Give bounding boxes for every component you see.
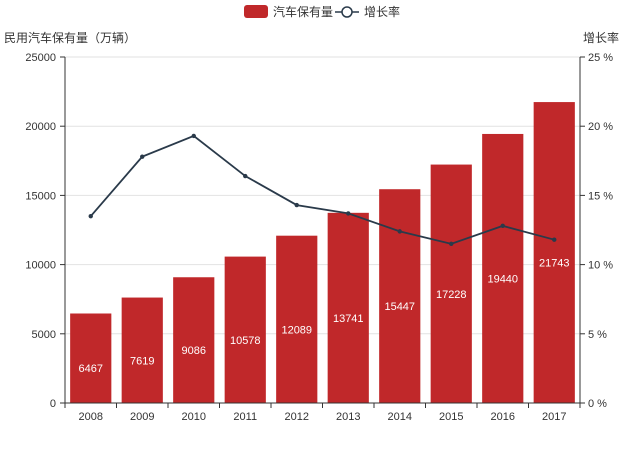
y-tick-label: 5000 [32,329,56,341]
legend-line-label: 增长率 [364,4,400,19]
x-tick-label: 2012 [285,411,309,423]
growth-point [346,211,351,216]
y2-tick-label: 20 % [588,121,613,133]
bar-label: 17228 [436,289,467,301]
y2-tick-label: 5 % [588,329,607,341]
x-tick-label: 2010 [182,411,206,423]
bar-label: 15447 [384,301,415,313]
bar [379,189,421,403]
bar-label: 6467 [79,363,103,375]
x-tick-label: 2017 [542,411,566,423]
growth-point [88,213,93,219]
bar [430,164,472,403]
bar [327,212,369,403]
y-tick-label: 10000 [25,260,56,272]
legend-line-marker [341,6,353,18]
y2-axis-title: 增长率 [583,30,619,45]
bar-label: 12089 [281,324,312,336]
bar [276,235,318,403]
bar [533,102,575,404]
x-tick-label: 2009 [130,411,154,423]
growth-point [243,173,248,179]
x-tick-label: 2014 [388,411,412,423]
bar [70,313,112,403]
bar-label: 7619 [130,355,154,367]
bar-label: 19440 [487,273,518,285]
x-tick-label: 2015 [439,411,463,423]
bar [121,297,163,403]
y-tick-label: 20000 [25,121,56,133]
bar-label: 13741 [333,313,364,325]
growth-point [500,223,505,229]
bar-label: 9086 [182,345,206,357]
y-axis-title: 民用汽车保有量（万辆） [4,30,136,45]
bar-label: 21743 [539,258,570,270]
growth-point [140,154,145,159]
growth-point [294,202,299,208]
growth-line [90,134,555,245]
y-tick-label: 25000 [25,52,56,64]
x-tick-label: 2016 [491,411,515,423]
growth-point [191,133,196,139]
y2-tick-label: 0 % [588,398,607,410]
bar [482,133,524,404]
legend[interactable]: 汽车保有量 增长率 [244,4,400,19]
bar [173,277,215,403]
y-tick-label: 15000 [25,190,56,202]
bar [224,256,266,403]
x-tick-label: 2013 [336,411,360,423]
bar-label: 10578 [230,335,261,347]
growth-point [397,229,402,234]
x-tick-label: 2008 [79,411,103,423]
y2-tick-label: 25 % [588,52,613,64]
y2-tick-label: 15 % [588,190,613,202]
legend-bar-swatch [244,5,268,18]
growth-point [449,241,454,247]
legend-bar-label: 汽车保有量 [273,4,333,19]
y2-tick-label: 10 % [588,260,613,272]
growth-point [552,237,557,242]
x-tick-label: 2011 [233,411,257,423]
y-tick-label: 0 [50,398,56,410]
